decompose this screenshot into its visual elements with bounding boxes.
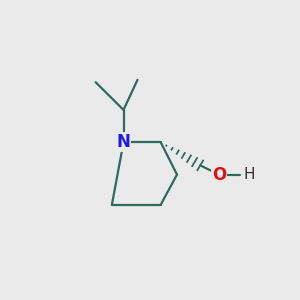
Text: H: H (243, 167, 255, 182)
Text: N: N (117, 133, 130, 151)
Text: O: O (212, 166, 226, 184)
